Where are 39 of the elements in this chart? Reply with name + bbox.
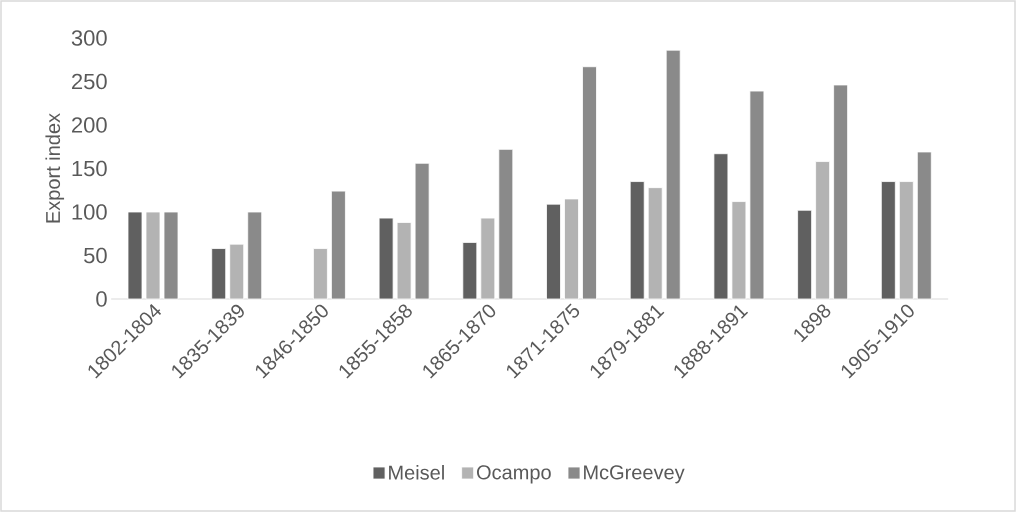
bar [629,181,645,300]
bar [564,198,579,300]
y-tick-label: 50 [84,247,107,264]
bar [211,248,227,300]
bar [462,242,478,300]
legend-label: Ocampo [476,465,551,484]
bar [163,211,179,300]
bar [731,201,747,300]
bar [414,162,430,300]
bar [833,84,849,300]
y-tick-label: 150 [72,160,107,177]
bar [498,148,514,300]
bar [396,222,412,300]
bar [480,217,496,300]
y-tick-label: 250 [72,73,107,90]
bar [880,181,896,300]
bar [378,217,394,300]
bar [815,161,831,300]
bar [229,243,245,300]
bar [916,151,932,300]
bar [331,190,346,300]
bar [713,153,729,300]
bar [127,211,143,300]
y-tick-label: 300 [71,30,107,46]
bar [582,66,597,300]
bar [749,90,765,300]
bar [898,181,914,300]
bar [247,211,263,300]
bar [797,209,813,300]
y-tick-label: 100 [72,204,107,220]
legend-label: Meisel [389,465,444,480]
bar [546,203,561,300]
bar [647,187,663,300]
legend-label: McGreevey [584,465,685,484]
bar [665,49,681,300]
y-axis-title: Export index [45,113,65,223]
bar [313,248,328,300]
bar [145,211,161,300]
y-tick-label: 200 [72,117,107,133]
